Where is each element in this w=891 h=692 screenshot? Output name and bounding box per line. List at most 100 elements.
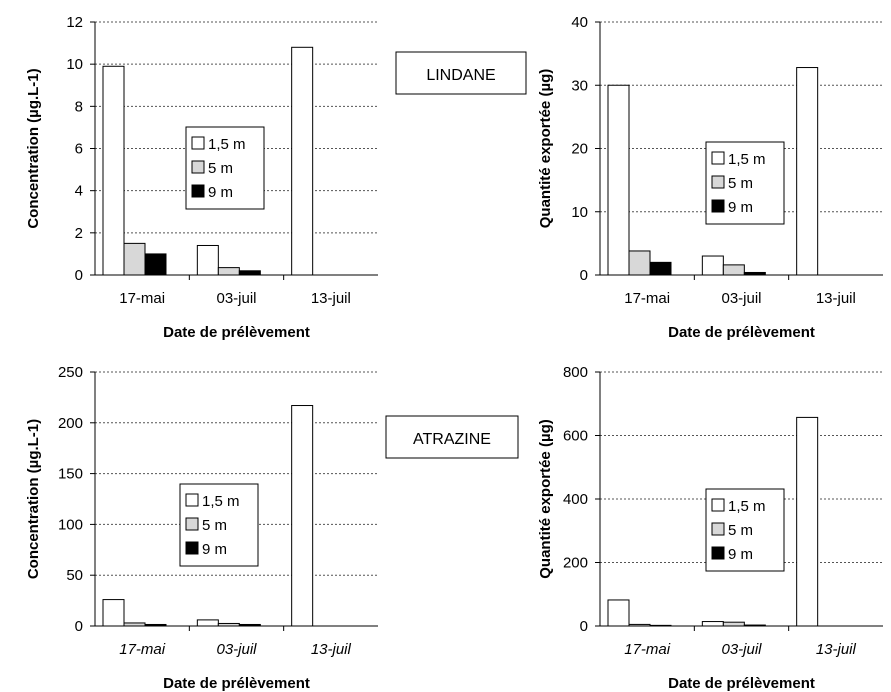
x-tick-label: 17-mai	[624, 290, 670, 307]
bar	[722, 621, 745, 627]
bar	[102, 599, 125, 627]
y-tick-label: 10	[66, 56, 83, 73]
y-tick-label: 30	[571, 77, 588, 94]
y-axis-label: Quantité exportée (µg)	[537, 419, 554, 579]
bar	[238, 623, 261, 627]
bar	[123, 622, 146, 627]
atrazine-label-text: ATRAZINE	[413, 431, 491, 448]
bar	[196, 619, 219, 627]
legend-entry: 5 m	[208, 160, 233, 177]
legend-entry: 5 m	[728, 522, 753, 539]
y-tick-label: 10	[571, 204, 588, 221]
legend: 1,5 m 5 m 9 m	[179, 483, 259, 567]
legend-swatch	[191, 184, 205, 198]
x-tick-label: 17-mai	[119, 290, 165, 307]
legend-entry: 9 m	[208, 184, 233, 201]
x-axis-label: Date de prélèvement	[668, 324, 815, 341]
bar	[796, 67, 819, 276]
bar	[743, 271, 766, 276]
bar	[238, 270, 261, 276]
y-tick-label: 100	[58, 516, 83, 533]
y-tick-label: 20	[571, 141, 588, 158]
x-tick-label: 03-juil	[721, 641, 762, 658]
legend-swatch	[185, 541, 199, 555]
legend-swatch	[191, 136, 205, 150]
y-tick-label: 0	[75, 267, 83, 284]
y-tick-label: 4	[75, 183, 83, 200]
bar	[628, 623, 651, 627]
bar	[796, 416, 819, 627]
bar	[649, 624, 672, 627]
x-tick-label: 13-juil	[816, 290, 856, 307]
y-tick-label: 0	[75, 618, 83, 635]
y-tick-label: 0	[580, 267, 588, 284]
y-tick-label: 150	[58, 466, 83, 483]
y-tick-label: 600	[563, 428, 588, 445]
x-axis-label: Date de prélèvement	[668, 675, 815, 692]
bar	[628, 250, 651, 276]
atrazine-label: ATRAZINE	[385, 415, 519, 459]
x-tick-label: 03-juil	[216, 290, 256, 307]
y-tick-label: 40	[571, 14, 588, 31]
y-tick-label: 50	[66, 567, 83, 584]
bar	[291, 405, 314, 627]
legend-entry: 1,5 m	[202, 493, 240, 510]
x-tick-label: 13-juil	[311, 641, 352, 658]
bar	[144, 253, 167, 276]
y-tick-label: 200	[563, 555, 588, 572]
x-tick-label: 17-mai	[624, 641, 671, 658]
legend: 1,5 m 5 m 9 m	[185, 126, 265, 210]
legend-entry: 1,5 m	[728, 151, 766, 168]
legend-swatch	[711, 151, 725, 165]
lindane-label-text: LINDANE	[426, 67, 495, 84]
legend-swatch	[711, 498, 725, 512]
y-tick-label: 2	[75, 225, 83, 242]
y-tick-label: 8	[75, 98, 83, 115]
bar	[701, 255, 724, 276]
bar	[743, 624, 766, 627]
legend-entry: 1,5 m	[728, 498, 766, 515]
x-tick-label: 13-juil	[311, 290, 351, 307]
bar	[217, 622, 240, 627]
bar	[701, 621, 724, 627]
bar	[722, 264, 745, 276]
x-tick-label: 03-juil	[721, 290, 761, 307]
legend-entry: 9 m	[728, 199, 753, 216]
legend-entry: 1,5 m	[208, 136, 246, 153]
x-tick-label: 03-juil	[216, 641, 257, 658]
y-tick-label: 400	[563, 491, 588, 508]
bar	[291, 46, 314, 276]
bar	[217, 267, 240, 276]
x-tick-label: 17-mai	[119, 641, 166, 658]
bar	[102, 65, 125, 276]
lindane-label: LINDANE	[395, 51, 527, 95]
x-axis-label: Date de prélèvement	[163, 675, 310, 692]
y-axis-label: Concentration (µg.L-1)	[25, 68, 42, 228]
legend-entry: 9 m	[728, 546, 753, 563]
y-tick-label: 250	[58, 364, 83, 381]
bar	[607, 599, 630, 627]
legend: 1,5 m 5 m 9 m	[705, 141, 785, 225]
bar	[123, 242, 146, 276]
bar	[607, 84, 630, 276]
bar	[196, 244, 219, 276]
legend: 1,5 m 5 m 9 m	[705, 488, 785, 572]
x-tick-label: 13-juil	[816, 641, 857, 658]
y-tick-label: 0	[580, 618, 588, 635]
y-axis-label: Concentration (µg.L-1)	[25, 419, 42, 579]
legend-swatch	[711, 546, 725, 560]
y-tick-label: 12	[66, 14, 83, 31]
legend-entry: 5 m	[728, 175, 753, 192]
legend-swatch	[185, 493, 199, 507]
legend-swatch	[711, 199, 725, 213]
y-tick-label: 200	[58, 415, 83, 432]
x-axis-label: Date de prélèvement	[163, 324, 310, 341]
y-tick-label: 6	[75, 141, 83, 158]
bar	[144, 623, 167, 627]
y-tick-label: 800	[563, 364, 588, 381]
legend-entry: 9 m	[202, 541, 227, 558]
legend-swatch	[711, 522, 725, 536]
